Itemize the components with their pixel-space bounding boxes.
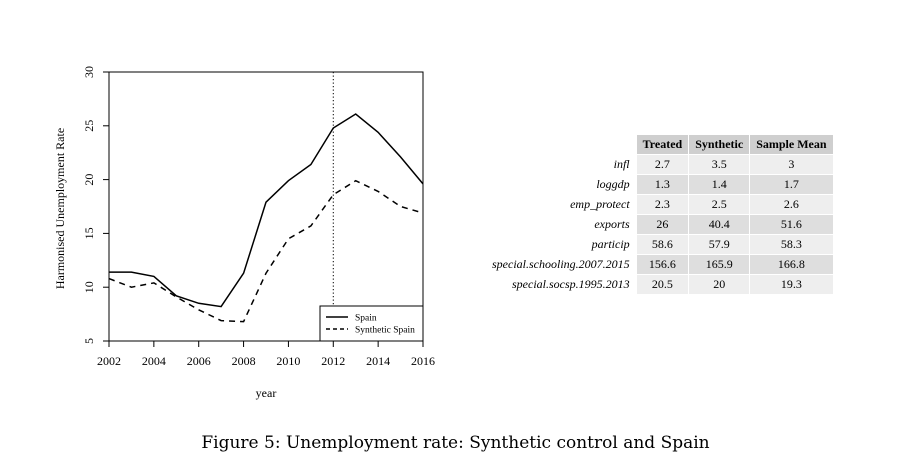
column-header: Sample Mean	[749, 135, 834, 155]
table-cell: 2.6	[749, 194, 834, 215]
legend-entry: Spain	[355, 314, 377, 324]
table-cell: 57.9	[688, 234, 751, 255]
table-row: emp_protect 2.3 2.5 2.6	[486, 194, 834, 215]
table-cell: 51.6	[749, 214, 834, 235]
table-cell: 3	[749, 154, 834, 175]
x-tick-label: 2008	[232, 354, 256, 368]
x-tick-label: 2004	[142, 354, 166, 368]
table-cell: 20	[688, 274, 751, 295]
table-cell: 156.6	[636, 254, 690, 275]
table-row: particip 58.6 57.9 58.3	[486, 234, 834, 255]
x-axis-label: year	[256, 386, 277, 400]
y-axis-label: Harmonised Unemployment Rate	[53, 128, 67, 289]
table-cell: 26	[636, 214, 690, 235]
row-label: infl	[486, 154, 637, 175]
table-corner	[486, 135, 637, 155]
plot-frame	[108, 71, 424, 342]
table-row: infl 2.7 3.5 3	[486, 154, 834, 175]
table-row: loggdp 1.3 1.4 1.7	[486, 174, 834, 195]
y-tick-label: 15	[82, 227, 96, 239]
legend-box	[319, 305, 424, 342]
column-header: Treated	[636, 135, 690, 155]
row-label: particip	[486, 234, 637, 255]
table-cell: 166.8	[749, 254, 834, 275]
row-label: exports	[486, 214, 637, 235]
table-cell: 1.3	[636, 174, 690, 195]
series-line-synthetic-spain	[108, 179, 424, 323]
table-cell: 3.5	[688, 154, 751, 175]
x-tick-label: 2006	[187, 354, 211, 368]
figure-caption: Figure 5: Unemployment rate: Synthetic c…	[201, 433, 710, 453]
table-header-row: Treated Synthetic Sample Mean	[486, 135, 834, 155]
y-tick-label: 30	[82, 66, 96, 78]
column-header: Synthetic	[688, 135, 751, 155]
table-cell: 1.4	[688, 174, 751, 195]
row-label: special.schooling.2007.2015	[486, 254, 637, 275]
unemployment-chart: 2002 2004 2006 2008 2010 2012 2014 2016 5 10 15 20 2…	[53, 66, 435, 400]
table-cell: 1.7	[749, 174, 834, 195]
x-tick-label: 2002	[97, 354, 121, 368]
series-line-spain	[109, 113, 424, 308]
y-tick-label: 20	[82, 174, 96, 186]
row-label: special.socsp.1995.2013	[486, 274, 637, 295]
table-cell: 2.5	[688, 194, 751, 215]
table-cell: 2.7	[636, 154, 690, 175]
table-row: special.schooling.2007.2015 156.6 165.9 …	[486, 254, 834, 275]
table-row: special.socsp.1995.2013 20.5 20 19.3	[486, 274, 834, 295]
x-tick-label: 2010	[276, 354, 300, 368]
y-tick-label: 10	[82, 281, 96, 293]
table-cell: 20.5	[636, 274, 690, 295]
table-cell: 19.3	[749, 274, 834, 295]
x-tick-label: 2014	[366, 354, 390, 368]
table-cell: 165.9	[688, 254, 751, 275]
table-cell: 2.3	[636, 194, 690, 215]
x-tick-label: 2016	[411, 354, 435, 368]
row-label: loggdp	[486, 174, 637, 195]
row-label: emp_protect	[486, 194, 637, 215]
predictor-balance-table: Treated Synthetic Sample Mean infl 2.7 3…	[486, 135, 834, 295]
table-cell: 58.6	[636, 234, 690, 255]
table-cell: 58.3	[749, 234, 834, 255]
x-tick-label: 2012	[321, 354, 345, 368]
table-cell: 40.4	[688, 214, 751, 235]
y-tick-label: 5	[82, 338, 96, 344]
y-tick-label: 25	[82, 120, 96, 132]
legend-entry: Synthetic Spain	[355, 326, 415, 336]
table-row: exports 26 40.4 51.6	[486, 214, 834, 235]
